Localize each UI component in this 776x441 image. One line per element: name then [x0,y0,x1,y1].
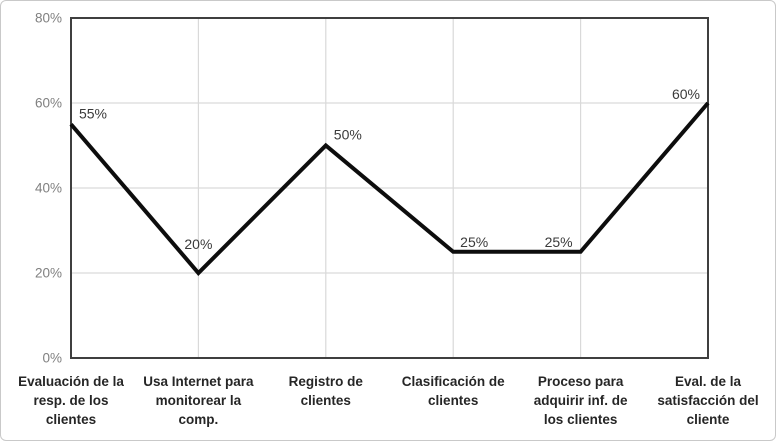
series-line [69,101,710,276]
x-category-label: Usa Internet para monitorear la comp. [143,374,254,427]
data-label: 25% [545,234,573,250]
data-label: 20% [184,236,212,252]
x-category-label: Proceso para adquirir inf. de los clientes [534,374,628,427]
x-category-label: Evaluación de la resp. de los clientes [18,374,124,427]
y-tick-label: 80% [35,11,62,26]
x-category-label: Clasificación de clientes [402,374,505,408]
data-label: 60% [672,86,700,102]
y-tick-label: 60% [35,96,62,111]
x-category-label: Eval. de la satisfacción del cliente [657,374,758,427]
x-category-label: Registro de clientes [289,374,364,408]
y-tick-label: 0% [42,351,62,366]
y-tick-label: 20% [35,266,62,281]
data-label: 50% [334,127,362,143]
y-tick-label: 40% [35,181,62,196]
data-label: 25% [460,234,488,250]
data-label: 55% [79,105,107,121]
plot-border [70,17,709,359]
